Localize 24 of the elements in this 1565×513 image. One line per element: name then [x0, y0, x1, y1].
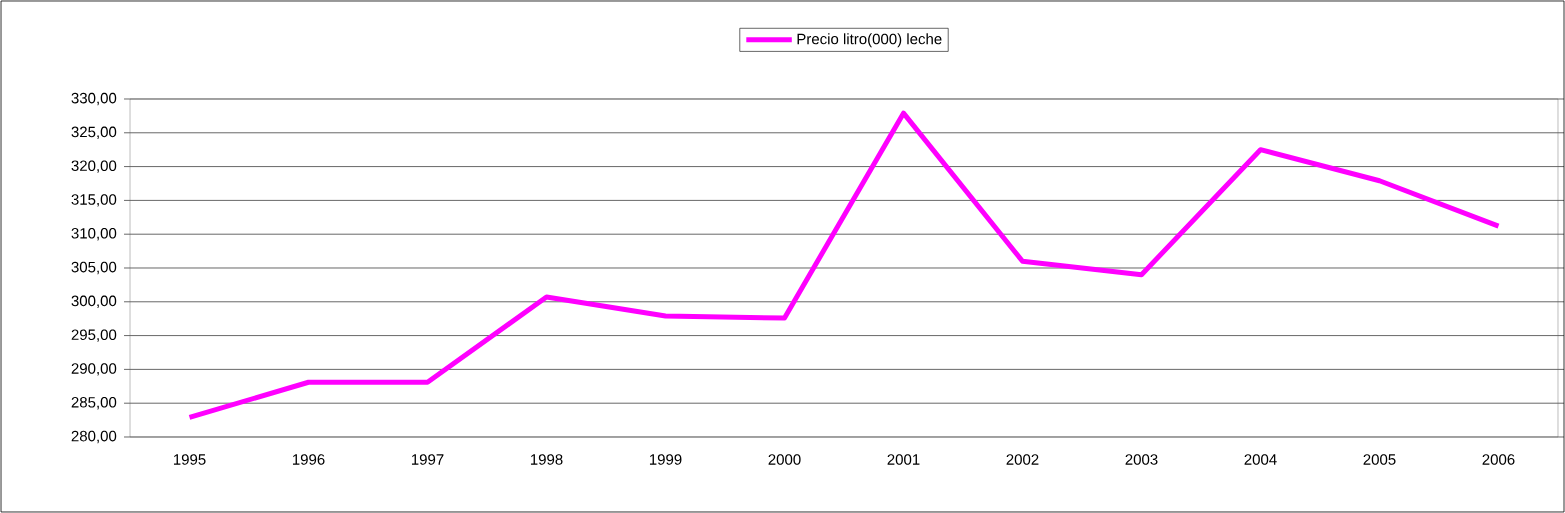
x-tick-label: 1999 — [649, 454, 682, 465]
x-tick-label: 2001 — [887, 454, 920, 465]
y-tick-label: 325,00 — [71, 126, 117, 139]
y-tick-label: 290,00 — [71, 363, 117, 376]
y-tick-label: 285,00 — [71, 396, 117, 410]
y-tick-label: 320,00 — [71, 160, 117, 173]
x-tick-label: 2002 — [1006, 454, 1039, 465]
y-tick-label: 295,00 — [71, 329, 117, 342]
y-tick-label: 300,00 — [71, 295, 117, 308]
x-tick-label: 2003 — [1125, 454, 1158, 465]
y-tick-label: 305,00 — [71, 261, 117, 275]
x-tick-label: 1996 — [292, 454, 325, 465]
x-tick-label: 2005 — [1363, 454, 1396, 465]
y-tick-label: 280,00 — [71, 430, 117, 444]
x-tick-label: 2006 — [1482, 454, 1515, 465]
x-tick-label: 2004 — [1244, 454, 1277, 465]
y-tick-label: 310,00 — [71, 227, 117, 241]
x-tick-label: 1995 — [173, 454, 206, 465]
x-tick-label: 2000 — [768, 454, 801, 465]
y-tick-label: 330,00 — [71, 92, 117, 106]
legend-label: Precio litro(000) leche — [797, 33, 942, 48]
y-tick-label: 315,00 — [71, 194, 117, 207]
x-tick-label: 1998 — [530, 454, 563, 465]
x-tick-label: 1997 — [411, 454, 444, 465]
